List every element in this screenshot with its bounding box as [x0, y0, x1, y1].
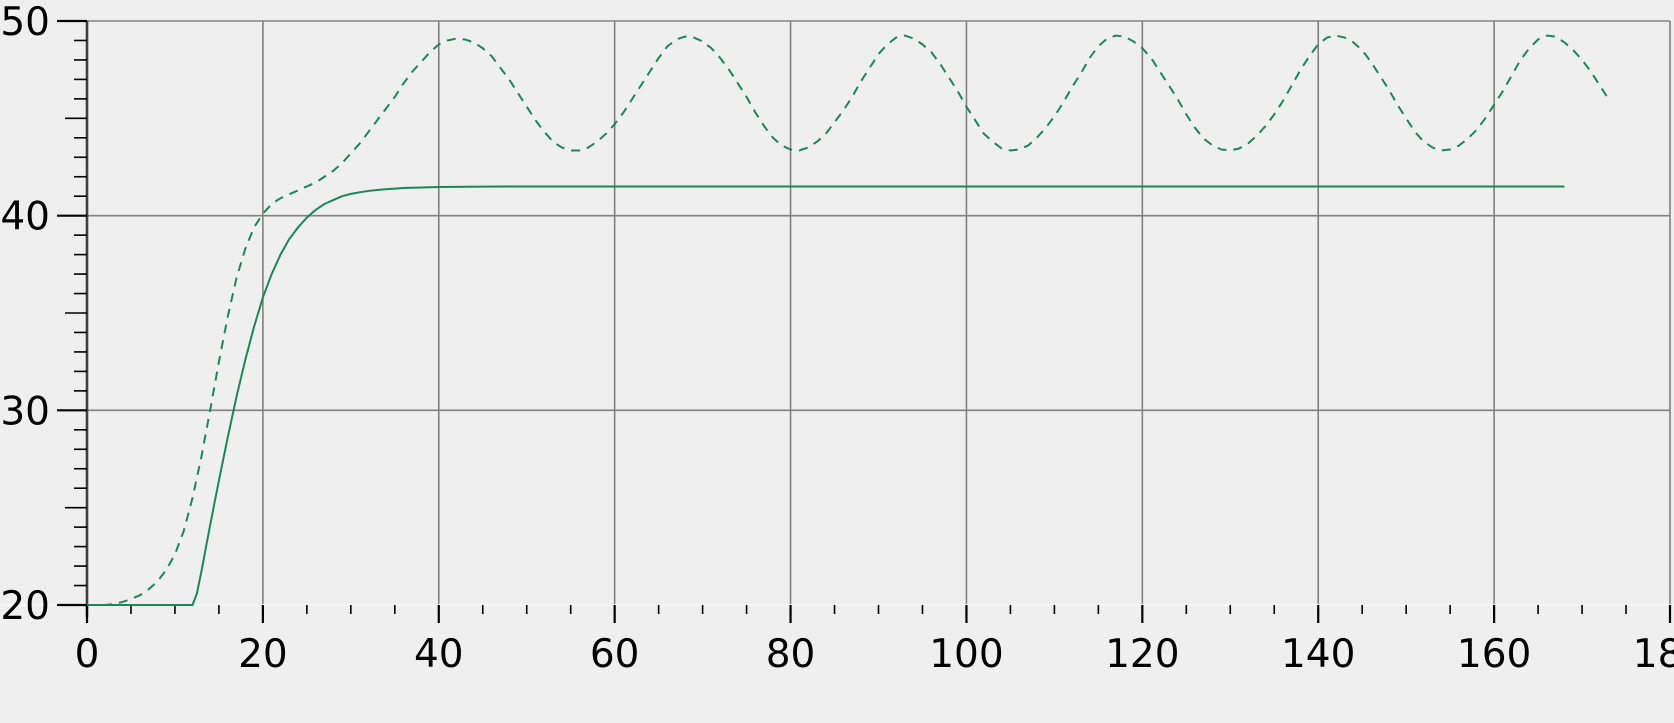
series-line-oscillatory-step-response	[87, 34, 1610, 606]
data-series-layer	[87, 34, 1610, 606]
y-tick-label: 50	[0, 0, 50, 45]
y-tick-label: 30	[0, 389, 50, 434]
x-tick-label: 0	[75, 632, 100, 677]
x-tick-label: 80	[766, 632, 816, 677]
axis-lines	[0, 21, 1674, 617]
axis-ticks	[57, 19, 1672, 623]
y-tick-label: 20	[0, 584, 50, 629]
x-tick-label: 180	[1633, 632, 1674, 677]
x-tick-label: 20	[238, 632, 288, 677]
y-tick-label: 40	[0, 195, 50, 240]
x-tick-label: 140	[1281, 632, 1355, 677]
axis-tick-labels: 20 30 40 50 0 20 40 60 80 100 120 140 160 180	[0, 0, 1674, 677]
x-tick-label: 160	[1457, 632, 1531, 677]
x-tick-label: 60	[590, 632, 640, 677]
x-tick-label: 120	[1105, 632, 1179, 677]
series-line-overdamped-step-response	[87, 185, 1565, 606]
x-tick-label: 100	[929, 632, 1003, 677]
grid-lines	[87, 20, 1671, 605]
x-tick-label: 40	[414, 632, 464, 677]
